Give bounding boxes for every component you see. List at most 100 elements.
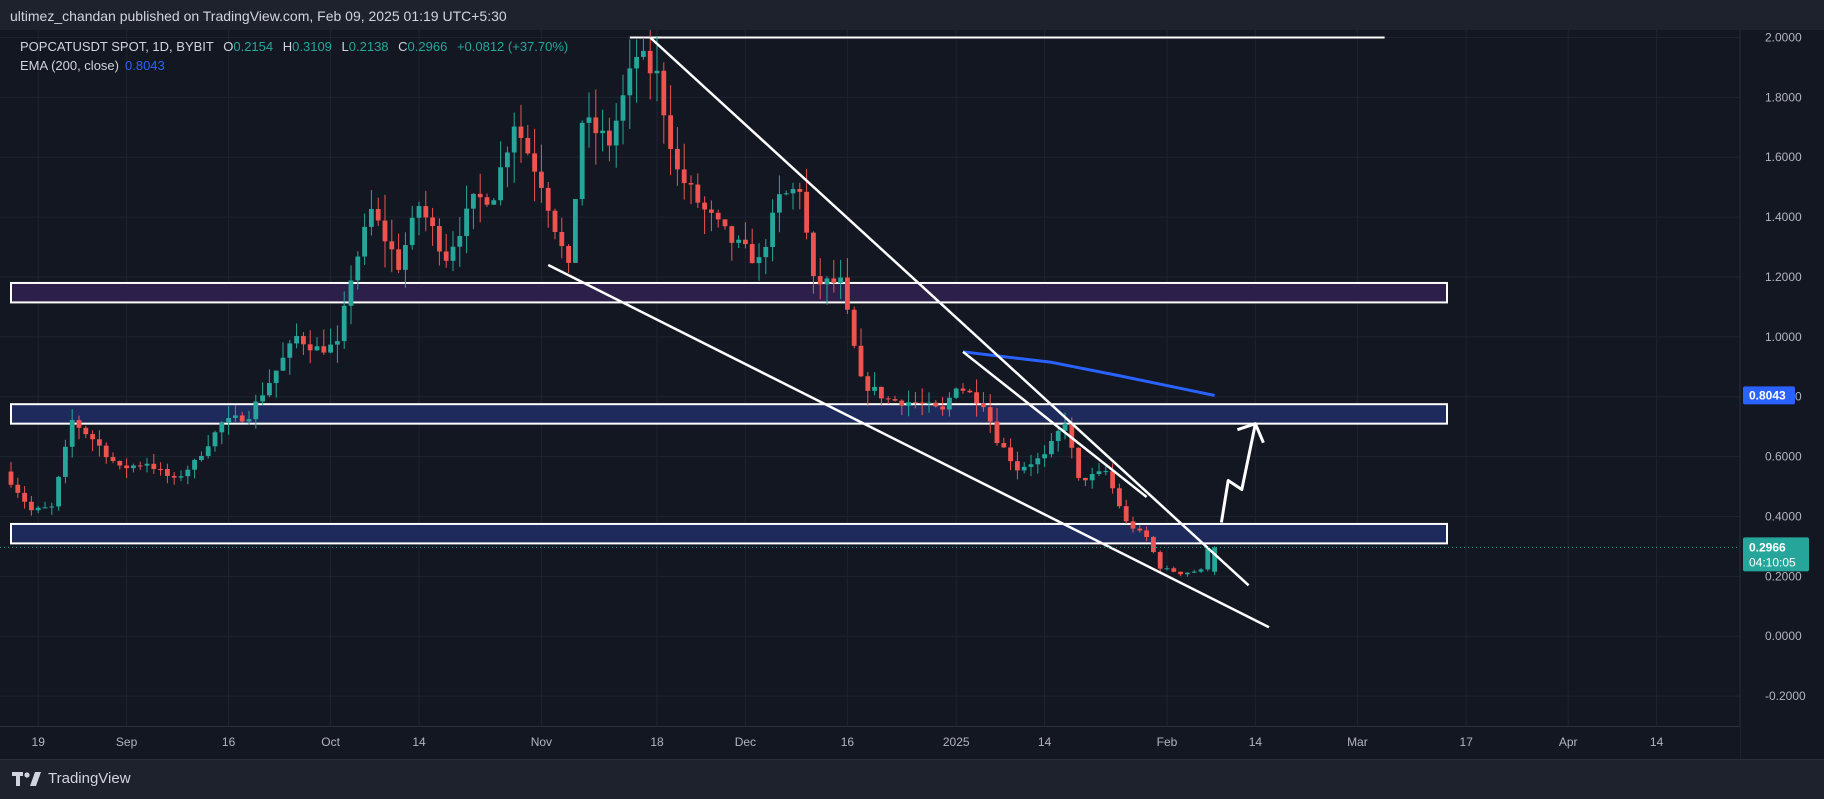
candle-up[interactable] — [777, 194, 782, 213]
candle-down[interactable] — [892, 399, 898, 401]
candle-down[interactable] — [981, 403, 986, 408]
candle-up[interactable] — [192, 459, 197, 470]
candle-up[interactable] — [185, 469, 191, 477]
candle-down[interactable] — [933, 402, 939, 407]
candle-up[interactable] — [756, 257, 762, 264]
candle-down[interactable] — [1144, 530, 1149, 537]
candle-up[interactable] — [1191, 571, 1197, 573]
candle-up[interactable] — [586, 117, 592, 123]
candle-up[interactable] — [348, 280, 354, 306]
candle-up[interactable] — [613, 120, 619, 146]
candle-up[interactable] — [872, 386, 877, 391]
candle-up[interactable] — [926, 402, 932, 404]
candle-down[interactable] — [1171, 568, 1177, 572]
candle-down[interactable] — [389, 241, 395, 250]
candle-down[interactable] — [919, 402, 925, 404]
candle-up[interactable] — [505, 152, 510, 168]
candle-down[interactable] — [539, 171, 544, 188]
candle-down[interactable] — [15, 484, 21, 493]
candle-down[interactable] — [443, 251, 449, 261]
candle-down[interactable] — [817, 276, 823, 285]
candle-down[interactable] — [559, 231, 565, 247]
candle-up[interactable] — [294, 336, 299, 344]
candle-down[interactable] — [1001, 443, 1007, 448]
candle-down[interactable] — [858, 345, 864, 377]
candle-up[interactable] — [1185, 572, 1190, 575]
candle-down[interactable] — [545, 187, 551, 211]
candle-down[interactable] — [484, 197, 490, 205]
candle-down[interactable] — [1015, 461, 1020, 471]
candle-down[interactable] — [525, 137, 531, 154]
candle-down[interactable] — [396, 249, 401, 270]
candle-up[interactable] — [1164, 568, 1170, 570]
candle-up[interactable] — [56, 476, 61, 507]
candle-down[interactable] — [1083, 477, 1088, 481]
candle-up[interactable] — [1042, 454, 1047, 459]
candle-up[interactable] — [403, 245, 408, 270]
candle-up[interactable] — [953, 388, 959, 398]
candle-up[interactable] — [498, 167, 503, 201]
candle-up[interactable] — [1035, 458, 1041, 465]
candle-down[interactable] — [22, 492, 27, 502]
candle-up[interactable] — [1198, 569, 1204, 572]
candle-up[interactable] — [355, 256, 361, 281]
candle-up[interactable] — [233, 415, 238, 418]
candle-up[interactable] — [620, 95, 626, 121]
candle-down[interactable] — [477, 193, 483, 198]
time-axis[interactable] — [0, 726, 1740, 759]
candle-down[interactable] — [83, 427, 89, 435]
candle-up[interactable] — [212, 432, 218, 447]
candle-down[interactable] — [165, 469, 170, 476]
candle-down[interactable] — [1117, 488, 1122, 507]
candle-up[interactable] — [450, 246, 456, 261]
trend-line[interactable] — [962, 350, 1148, 498]
candle-down[interactable] — [239, 415, 245, 422]
candle-down[interactable] — [110, 457, 116, 462]
candle-up[interactable] — [1049, 441, 1054, 455]
candle-down[interactable] — [1157, 552, 1163, 569]
candle-down[interactable] — [301, 336, 306, 345]
candle-up[interactable] — [641, 50, 646, 57]
candle-up[interactable] — [341, 305, 347, 342]
candle-down[interactable] — [307, 344, 313, 351]
candle-down[interactable] — [103, 445, 109, 458]
candle-up[interactable] — [63, 446, 68, 477]
candle-down[interactable] — [899, 400, 905, 406]
candle-down[interactable] — [607, 130, 612, 146]
candle-down[interactable] — [566, 246, 571, 263]
candle-up[interactable] — [199, 455, 204, 460]
tradingview-logo[interactable]: TradingView — [12, 770, 131, 787]
candle-up[interactable] — [457, 236, 463, 247]
candle-up[interactable] — [1096, 471, 1102, 474]
candle-down[interactable] — [171, 475, 177, 478]
candle-down[interactable] — [593, 117, 599, 134]
candle-down[interactable] — [879, 386, 884, 399]
candle-down[interactable] — [675, 148, 680, 170]
candle-up[interactable] — [253, 401, 259, 420]
candle-down[interactable] — [695, 184, 701, 203]
candle-up[interactable] — [824, 278, 830, 285]
candle-up[interactable] — [42, 507, 48, 509]
candle-up[interactable] — [906, 402, 911, 406]
candle-up[interactable] — [573, 199, 578, 263]
candle-down[interactable] — [668, 115, 673, 149]
ema-label[interactable]: EMA (200, close) — [20, 58, 119, 73]
candle-up[interactable] — [1212, 547, 1217, 572]
candle-up[interactable] — [205, 446, 211, 456]
candle-up[interactable] — [471, 193, 476, 209]
candle-up[interactable] — [600, 130, 605, 134]
candle-down[interactable] — [97, 439, 102, 446]
candle-up[interactable] — [783, 193, 789, 195]
candle-down[interactable] — [722, 219, 728, 227]
candle-down[interactable] — [715, 212, 721, 220]
candle-down[interactable] — [124, 465, 129, 469]
candle-down[interactable] — [729, 226, 735, 243]
candle-down[interactable] — [1130, 521, 1136, 529]
candle-down[interactable] — [76, 420, 82, 428]
price-chart[interactable]: 2.0000 1.8000 1.6000 1.4000 1.2000 1.0000 0.80… — [0, 30, 1824, 759]
candle-down[interactable] — [811, 232, 816, 277]
candle-down[interactable] — [967, 390, 973, 393]
candle-down[interactable] — [423, 206, 429, 218]
candle-up[interactable] — [763, 246, 769, 258]
candle-up[interactable] — [69, 420, 75, 447]
